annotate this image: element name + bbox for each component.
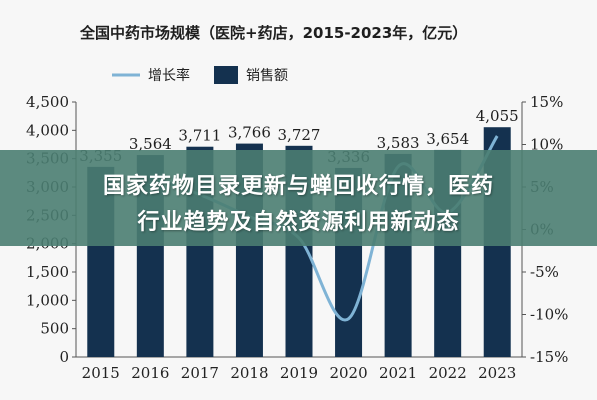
y-left-tick-label: 4,000 [26, 121, 69, 139]
x-tick-label: 2018 [230, 364, 268, 382]
headline-line-1: 国家药物目录更新与蝉回收行情，医药 [102, 174, 494, 199]
y-right-tick-label: -10% [530, 306, 568, 324]
x-tick-label: 2016 [131, 364, 169, 382]
bar-data-label: 3,711 [178, 127, 221, 145]
chart-title: 全国中药市场规模（医院+药店，2015-2023年，亿元） [80, 24, 468, 42]
y-left-tick-label: 1,000 [26, 291, 69, 309]
bar-data-label: 3,766 [228, 124, 271, 142]
y-right-tick-label: 10% [530, 136, 563, 154]
bar-data-label: 4,055 [476, 107, 519, 125]
bar-data-label: 3,583 [377, 134, 420, 152]
headline-line-2: 行业趋势及自然资源利用新动态 [137, 210, 460, 235]
legend-bar-swatch [214, 66, 238, 84]
y-left-tick-label: 4,500 [26, 93, 69, 111]
x-tick-label: 2023 [478, 364, 516, 382]
legend-label-sales: 销售额 [246, 68, 288, 84]
y-left-tick-label: 500 [40, 320, 69, 338]
y-right-tick-label: -5% [530, 263, 559, 281]
bar-data-label: 3,564 [129, 135, 172, 153]
x-tick-label: 2019 [280, 364, 318, 382]
y-right-tick-label: -15% [530, 348, 568, 366]
x-tick-label: 2017 [181, 364, 219, 382]
x-tick-label: 2020 [329, 364, 367, 382]
legend-label-growth: 增长率 [148, 67, 190, 84]
y-left-tick-label: 1,500 [26, 263, 69, 281]
x-tick-label: 2021 [379, 364, 417, 382]
x-tick-label: 2015 [82, 364, 120, 382]
y-right-tick-label: 15% [530, 93, 563, 111]
headline-banner [0, 150, 597, 246]
y-left-tick-label: 0 [59, 348, 69, 366]
bar-data-label: 3,727 [278, 126, 321, 144]
x-tick-label: 2022 [429, 364, 467, 382]
bar-data-label: 3,654 [426, 130, 469, 148]
